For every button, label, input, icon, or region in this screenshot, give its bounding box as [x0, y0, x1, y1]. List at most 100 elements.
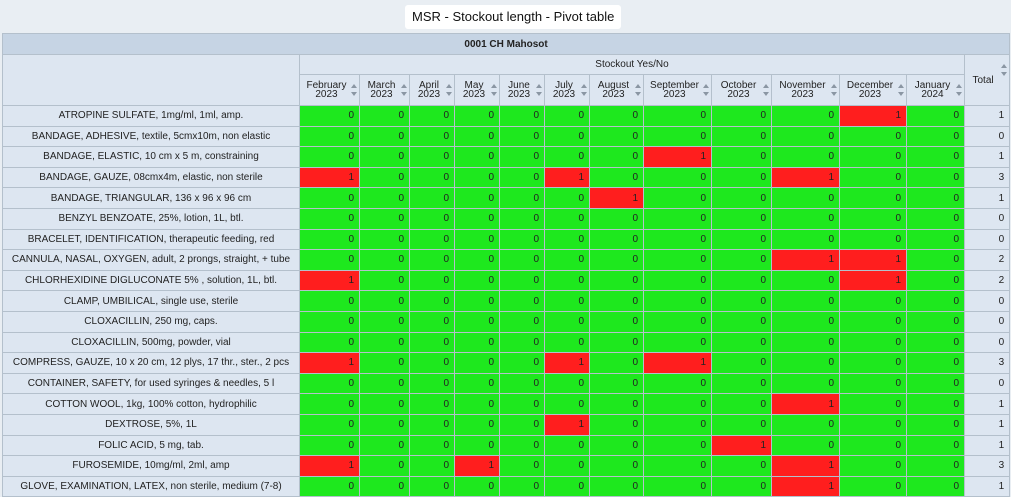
in-stock-cell[interactable]: 0: [589, 475, 644, 497]
in-stock-cell[interactable]: 0: [409, 146, 455, 168]
in-stock-cell[interactable]: 0: [643, 166, 712, 189]
in-stock-cell[interactable]: 0: [711, 166, 772, 189]
in-stock-cell[interactable]: 0: [589, 455, 644, 477]
in-stock-cell[interactable]: 0: [643, 413, 712, 436]
in-stock-cell[interactable]: 0: [771, 105, 840, 127]
in-stock-cell[interactable]: 0: [499, 372, 545, 395]
in-stock-cell[interactable]: 0: [839, 207, 907, 230]
sort-icon[interactable]: [956, 84, 962, 96]
in-stock-cell[interactable]: 0: [771, 372, 840, 395]
row-item-label[interactable]: CANNULA, NASAL, OXYGEN, adult, 2 prongs,…: [2, 249, 300, 271]
in-stock-cell[interactable]: 0: [906, 352, 965, 374]
in-stock-cell[interactable]: 0: [589, 372, 644, 395]
in-stock-cell[interactable]: 0: [711, 455, 772, 477]
in-stock-cell[interactable]: 0: [711, 187, 772, 209]
in-stock-cell[interactable]: 0: [359, 434, 410, 457]
sort-icon[interactable]: [446, 84, 452, 96]
stockout-cell[interactable]: 1: [643, 146, 712, 168]
in-stock-cell[interactable]: 0: [839, 475, 907, 497]
in-stock-cell[interactable]: 0: [499, 187, 545, 209]
in-stock-cell[interactable]: 0: [359, 372, 410, 395]
in-stock-cell[interactable]: 0: [454, 475, 500, 497]
row-item-label[interactable]: GLOVE, EXAMINATION, LATEX, non sterile, …: [2, 475, 300, 497]
in-stock-cell[interactable]: 0: [359, 475, 410, 497]
in-stock-cell[interactable]: 0: [409, 434, 455, 457]
period-header-may-2023[interactable]: May 2023: [454, 74, 500, 106]
in-stock-cell[interactable]: 0: [906, 125, 965, 148]
in-stock-cell[interactable]: 0: [454, 187, 500, 209]
in-stock-cell[interactable]: 0: [499, 475, 545, 497]
in-stock-cell[interactable]: 0: [906, 166, 965, 189]
in-stock-cell[interactable]: 0: [544, 228, 590, 251]
in-stock-cell[interactable]: 0: [544, 393, 590, 415]
in-stock-cell[interactable]: 0: [499, 269, 545, 292]
in-stock-cell[interactable]: 0: [359, 413, 410, 436]
in-stock-cell[interactable]: 0: [589, 105, 644, 127]
stockout-cell[interactable]: 1: [299, 352, 360, 374]
in-stock-cell[interactable]: 0: [711, 146, 772, 168]
in-stock-cell[interactable]: 0: [499, 166, 545, 189]
in-stock-cell[interactable]: 0: [839, 331, 907, 354]
in-stock-cell[interactable]: 0: [906, 105, 965, 127]
in-stock-cell[interactable]: 0: [906, 290, 965, 312]
row-total-cell[interactable]: 1: [963, 393, 1011, 415]
sort-icon[interactable]: [491, 84, 497, 96]
in-stock-cell[interactable]: 0: [589, 352, 644, 374]
in-stock-cell[interactable]: 0: [711, 331, 772, 354]
total-column-header[interactable]: Total: [963, 54, 1011, 106]
row-total-cell[interactable]: 1: [963, 413, 1011, 436]
sort-icon[interactable]: [1001, 64, 1008, 76]
period-header-december-2023[interactable]: December 2023: [839, 74, 907, 106]
in-stock-cell[interactable]: 0: [499, 249, 545, 271]
in-stock-cell[interactable]: 0: [544, 249, 590, 271]
in-stock-cell[interactable]: 0: [906, 269, 965, 292]
stockout-cell[interactable]: 1: [544, 166, 590, 189]
in-stock-cell[interactable]: 0: [359, 331, 410, 354]
in-stock-cell[interactable]: 0: [409, 475, 455, 497]
row-item-label[interactable]: BANDAGE, ADHESIVE, textile, 5cmx10m, non…: [2, 125, 300, 148]
sort-icon[interactable]: [763, 84, 769, 96]
in-stock-cell[interactable]: 0: [454, 105, 500, 127]
in-stock-cell[interactable]: 0: [711, 393, 772, 415]
in-stock-cell[interactable]: 0: [839, 146, 907, 168]
in-stock-cell[interactable]: 0: [499, 310, 545, 333]
in-stock-cell[interactable]: 0: [299, 434, 360, 457]
in-stock-cell[interactable]: 0: [499, 393, 545, 415]
row-item-label[interactable]: BRACELET, IDENTIFICATION, therapeutic fe…: [2, 228, 300, 251]
in-stock-cell[interactable]: 0: [711, 228, 772, 251]
in-stock-cell[interactable]: 0: [499, 352, 545, 374]
in-stock-cell[interactable]: 0: [589, 166, 644, 189]
row-total-cell[interactable]: 3: [963, 455, 1011, 477]
in-stock-cell[interactable]: 0: [839, 290, 907, 312]
in-stock-cell[interactable]: 0: [454, 434, 500, 457]
sort-icon[interactable]: [401, 84, 407, 96]
row-item-label[interactable]: COMPRESS, GAUZE, 10 x 20 cm, 12 plys, 17…: [2, 352, 300, 374]
in-stock-cell[interactable]: 0: [299, 249, 360, 271]
period-header-october-2023[interactable]: October 2023: [711, 74, 772, 106]
in-stock-cell[interactable]: 0: [589, 393, 644, 415]
in-stock-cell[interactable]: 0: [299, 105, 360, 127]
stockout-cell[interactable]: 1: [771, 455, 840, 477]
in-stock-cell[interactable]: 0: [771, 125, 840, 148]
in-stock-cell[interactable]: 0: [643, 331, 712, 354]
in-stock-cell[interactable]: 0: [299, 393, 360, 415]
in-stock-cell[interactable]: 0: [839, 310, 907, 333]
in-stock-cell[interactable]: 0: [359, 269, 410, 292]
in-stock-cell[interactable]: 0: [544, 125, 590, 148]
sort-icon[interactable]: [635, 84, 641, 96]
in-stock-cell[interactable]: 0: [544, 146, 590, 168]
in-stock-cell[interactable]: 0: [454, 372, 500, 395]
in-stock-cell[interactable]: 0: [499, 146, 545, 168]
row-total-cell[interactable]: 0: [963, 207, 1011, 230]
in-stock-cell[interactable]: 0: [499, 434, 545, 457]
in-stock-cell[interactable]: 0: [359, 187, 410, 209]
in-stock-cell[interactable]: 0: [409, 413, 455, 436]
in-stock-cell[interactable]: 0: [359, 125, 410, 148]
in-stock-cell[interactable]: 0: [906, 249, 965, 271]
row-total-cell[interactable]: 0: [963, 125, 1011, 148]
row-item-label[interactable]: CLAMP, UMBILICAL, single use, sterile: [2, 290, 300, 312]
in-stock-cell[interactable]: 0: [409, 290, 455, 312]
in-stock-cell[interactable]: 0: [906, 187, 965, 209]
in-stock-cell[interactable]: 0: [409, 310, 455, 333]
in-stock-cell[interactable]: 0: [906, 207, 965, 230]
